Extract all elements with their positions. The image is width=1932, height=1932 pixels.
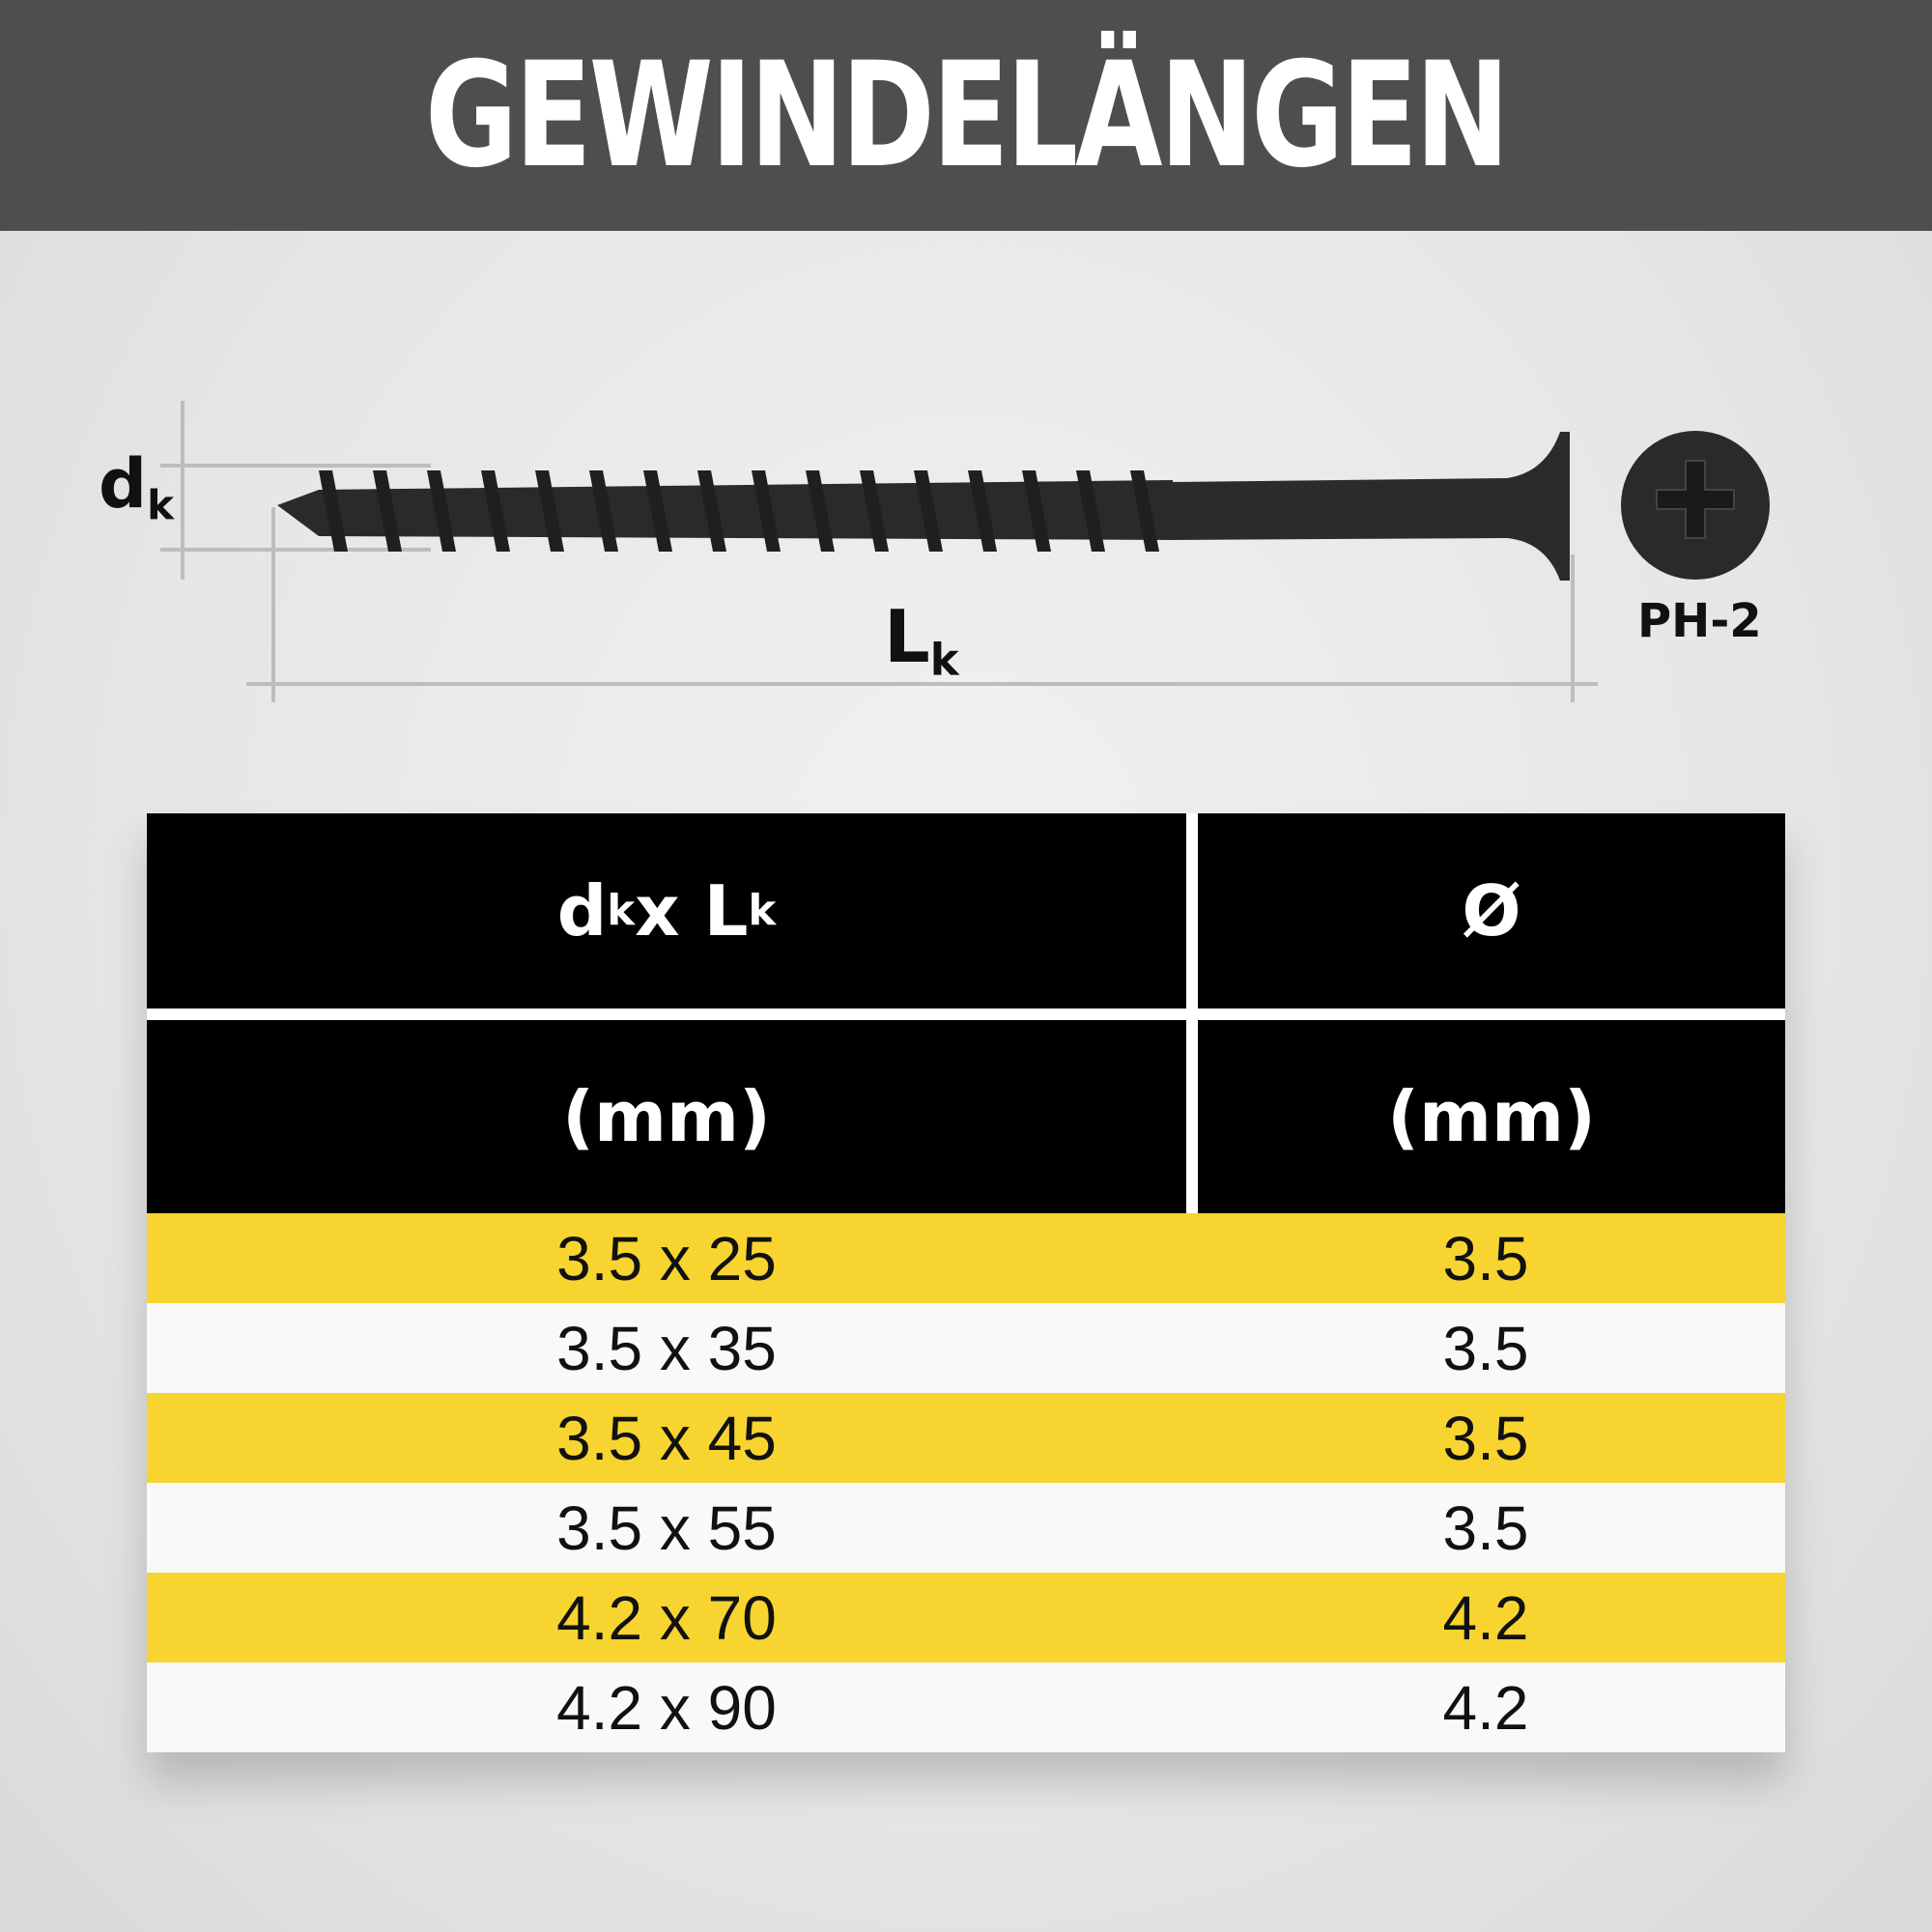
title-banner: GEWINDELÄNGEN xyxy=(0,0,1932,231)
size-cell: 3.5 x 35 xyxy=(556,1313,777,1383)
thread xyxy=(481,470,510,552)
thread xyxy=(535,470,564,552)
thread xyxy=(1022,470,1051,552)
thread xyxy=(643,470,672,552)
size-cell: 3.5 x 55 xyxy=(556,1492,777,1563)
thread xyxy=(1076,470,1105,552)
thread xyxy=(914,470,943,552)
dimension-lines xyxy=(160,401,1598,702)
phillips-head-icon xyxy=(1621,431,1770,580)
dk-label: dk xyxy=(99,444,175,529)
diameter-cell: 3.5 xyxy=(1442,1223,1529,1293)
screw-image xyxy=(277,432,1570,581)
screw-diagram xyxy=(160,401,1770,702)
thread xyxy=(1130,470,1159,552)
thread xyxy=(968,470,997,552)
size-cell: 3.5 x 45 xyxy=(556,1403,777,1473)
thread xyxy=(589,470,618,552)
diameter-cell: 4.2 xyxy=(1442,1582,1529,1653)
table-row: 3.5 x 35 3.5 xyxy=(147,1303,1785,1393)
thread xyxy=(697,470,726,552)
table-row: 4.2 x 70 4.2 xyxy=(147,1573,1785,1662)
table-row: 3.5 x 45 3.5 xyxy=(147,1393,1785,1483)
diameter-cell: 3.5 xyxy=(1442,1492,1529,1563)
thread xyxy=(752,470,781,552)
thread xyxy=(860,470,889,552)
table-unit-row: (mm) (mm) xyxy=(147,1020,1785,1213)
unit-size: (mm) xyxy=(147,1020,1186,1213)
diameter-cell: 4.2 xyxy=(1442,1672,1529,1743)
size-cell: 4.2 x 70 xyxy=(556,1582,777,1653)
lk-label: Lk xyxy=(884,594,959,686)
size-cell: 3.5 x 25 xyxy=(556,1223,777,1293)
thread xyxy=(806,470,835,552)
table-row: 4.2 x 90 4.2 xyxy=(147,1662,1785,1752)
thread xyxy=(319,470,348,552)
diameter-cell: 3.5 xyxy=(1442,1403,1529,1473)
thread xyxy=(427,470,456,552)
unit-diameter: (mm) xyxy=(1198,1020,1785,1213)
page-title: GEWINDELÄNGEN xyxy=(425,31,1510,200)
drive-type-label: PH-2 xyxy=(1637,594,1762,648)
diameter-cell: 3.5 xyxy=(1442,1313,1529,1383)
header-diameter: Ø xyxy=(1198,813,1785,1009)
size-cell: 4.2 x 90 xyxy=(556,1672,777,1743)
thread xyxy=(373,470,402,552)
table-row: 3.5 x 25 3.5 xyxy=(147,1213,1785,1303)
table-row: 3.5 x 55 3.5 xyxy=(147,1483,1785,1573)
